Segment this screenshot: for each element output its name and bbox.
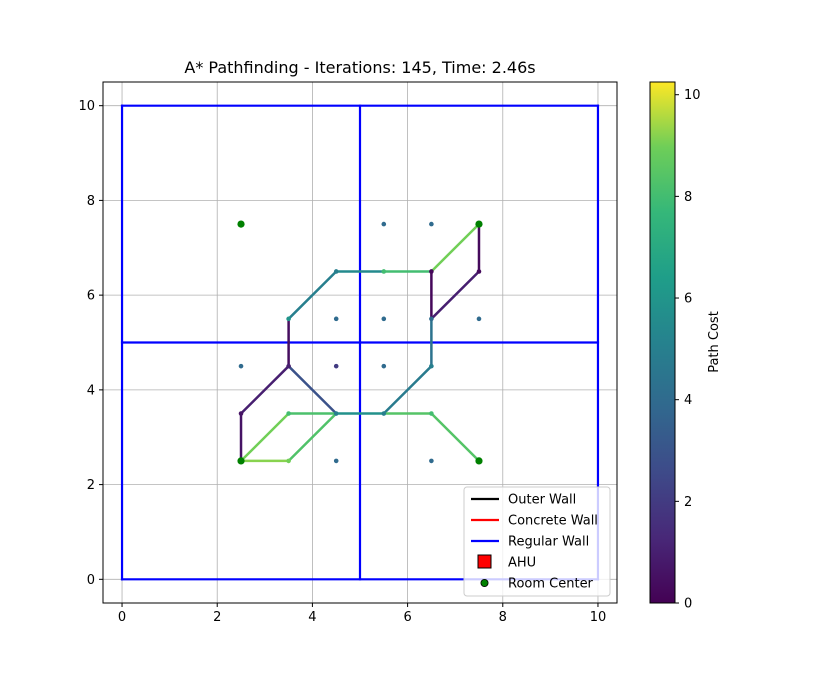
y-tick-label: 8 bbox=[87, 194, 95, 209]
x-axis-ticks: 0 2 4 6 8 10 bbox=[118, 603, 606, 625]
colorbar-tick-label: 6 bbox=[684, 292, 692, 307]
path-segments bbox=[239, 222, 481, 463]
y-tick-label: 10 bbox=[78, 99, 95, 114]
x-tick-label: 6 bbox=[403, 610, 411, 625]
chart-title: A* Pathfinding - Iterations: 145, Time: … bbox=[184, 58, 535, 77]
colorbar-ticks: 0 2 4 6 8 10 bbox=[675, 88, 701, 612]
colorbar: 0 2 4 6 8 10 Path Cost bbox=[649, 81, 722, 612]
legend-label: Regular Wall bbox=[508, 535, 589, 550]
path-node bbox=[381, 269, 387, 274]
path-node bbox=[286, 316, 291, 322]
path-segment bbox=[287, 412, 338, 463]
x-tick-label: 8 bbox=[499, 610, 507, 625]
legend-square-swatch bbox=[477, 554, 492, 569]
colorbar-tick-label: 10 bbox=[684, 88, 701, 103]
y-tick-label: 4 bbox=[87, 383, 95, 398]
y-axis-ticks: 0 2 4 6 8 10 bbox=[78, 99, 103, 588]
colorbar-label: Path Cost bbox=[707, 311, 722, 373]
room-center bbox=[237, 220, 245, 228]
room-center bbox=[475, 457, 483, 465]
colorbar-tick-label: 0 bbox=[684, 597, 692, 612]
path-node bbox=[333, 411, 339, 416]
path-node bbox=[381, 221, 387, 227]
path-node bbox=[333, 316, 339, 322]
y-tick-label: 0 bbox=[87, 573, 95, 588]
path-segment bbox=[239, 412, 290, 463]
path-node bbox=[429, 221, 434, 227]
path-node bbox=[381, 411, 387, 416]
plot-area: 0 2 4 6 8 10 0 2 4 6 8 10 bbox=[78, 81, 618, 625]
path-node bbox=[429, 458, 434, 464]
path-node bbox=[286, 411, 291, 416]
path-node bbox=[333, 363, 339, 369]
path-node bbox=[286, 458, 291, 464]
x-tick-label: 2 bbox=[213, 610, 221, 625]
path-node bbox=[238, 363, 244, 369]
path-node bbox=[429, 411, 434, 416]
path-node bbox=[238, 411, 244, 416]
legend-label: Concrete Wall bbox=[508, 514, 598, 529]
plot-frame bbox=[102, 81, 618, 604]
legend-label: Room Center bbox=[508, 577, 594, 592]
path-node bbox=[476, 316, 482, 322]
path-node bbox=[381, 363, 387, 369]
path-node bbox=[381, 316, 387, 322]
path-node bbox=[476, 269, 482, 274]
y-tick-label: 2 bbox=[87, 478, 95, 493]
legend: Outer Wall Concrete Wall Regular Wall AHU Ro… bbox=[463, 486, 611, 597]
colorbar-tick-label: 8 bbox=[684, 190, 692, 205]
legend-box bbox=[463, 486, 611, 597]
path-segment bbox=[382, 364, 433, 415]
colorbar-gradient bbox=[649, 81, 676, 604]
colorbar-tick-label: 4 bbox=[684, 393, 692, 408]
x-tick-label: 4 bbox=[308, 610, 316, 625]
path-segment bbox=[430, 412, 481, 463]
colorbar-tick-label: 2 bbox=[684, 495, 692, 510]
x-tick-label: 0 bbox=[118, 610, 126, 625]
path-node bbox=[333, 269, 339, 274]
walls bbox=[120, 104, 600, 581]
path-node bbox=[429, 316, 434, 322]
path-segment bbox=[430, 270, 481, 321]
legend-circle-swatch bbox=[480, 579, 489, 588]
room-center bbox=[237, 457, 245, 465]
path-segment bbox=[287, 364, 338, 415]
path-node bbox=[333, 458, 339, 464]
path-node bbox=[429, 269, 434, 274]
legend-label: Outer Wall bbox=[508, 493, 576, 508]
room-centers bbox=[237, 220, 483, 465]
legend-label: AHU bbox=[508, 556, 536, 571]
x-tick-label: 10 bbox=[590, 610, 607, 625]
path-node bbox=[429, 363, 434, 369]
path-segment bbox=[430, 222, 481, 273]
path-segment bbox=[239, 364, 290, 415]
y-tick-label: 6 bbox=[87, 289, 95, 304]
path-segment bbox=[287, 270, 338, 321]
path-node bbox=[286, 363, 291, 369]
room-center bbox=[475, 220, 483, 228]
